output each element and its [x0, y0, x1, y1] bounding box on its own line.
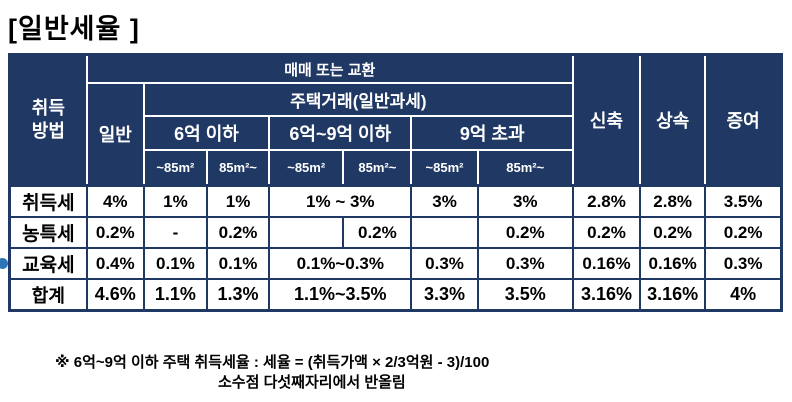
band-header-over-900m: 9억 초과: [410, 115, 574, 151]
rate-cell: 0.2%: [704, 216, 783, 249]
sale-or-exchange-header: 매매 또는 교환: [85, 53, 574, 84]
header-row-3: 6억 이하 6억~9억 이하 9억 초과: [10, 115, 782, 151]
rate-cell: 1.1%: [142, 278, 208, 312]
blue-dot-artifact: [0, 258, 8, 269]
rate-cell: 0.16%: [571, 247, 642, 280]
tax-rate-table: 취득 방법 매매 또는 교환 신축 상속 증여 일반 주택거래(일반과세) 6억…: [8, 53, 783, 312]
footnote-formula: ※ 6억~9억 이하 주택 취득세율 : 세율 = (취득가액 × 2/3억원 …: [55, 354, 490, 371]
rate-cell: 0.3%: [410, 247, 479, 280]
row-acquisition-tax: 취득세 4% 1% 1% 1% ~ 3% 3% 3% 2.8% 2.8% 3.5…: [8, 184, 783, 218]
size-header: ~85m²: [410, 149, 479, 187]
row-label: 농특세: [8, 216, 88, 249]
row-label: 취득세: [8, 184, 88, 218]
rate-cell: 0.1%: [205, 247, 271, 280]
gift-header: 증여: [704, 53, 783, 187]
row-total: 합계 4.6% 1.1% 1.3% 1.1%~3.5% 3.3% 3.5% 3.…: [8, 278, 783, 312]
rate-cell: 1%: [205, 184, 271, 218]
rate-cell: 0.3%: [476, 247, 574, 280]
row-education-tax: 교육세 0.4% 0.1% 0.1% 0.1%~0.3% 0.3% 0.3% 0…: [8, 247, 783, 280]
rate-cell: 0.4%: [85, 247, 145, 280]
row-label: 합계: [8, 278, 88, 312]
rate-cell: 0.2%: [639, 216, 707, 249]
band-header-600m-to-900m: 6억~9억 이하: [268, 115, 413, 151]
housing-transaction-header: 주택거래(일반과세): [142, 82, 574, 117]
rate-cell-empty: [410, 216, 479, 249]
rate-cell: 0.16%: [639, 247, 707, 280]
rate-cell: 4%: [704, 278, 783, 312]
rate-cell: 1.3%: [205, 278, 271, 312]
rate-cell: 3.5%: [704, 184, 783, 218]
size-header: ~85m²: [268, 149, 345, 187]
row-agriculture-special-tax: 농특세 0.2% - 0.2% 0.2% 0.2% 0.2% 0.2% 0.2%: [8, 216, 783, 249]
rate-cell: 1%: [142, 184, 208, 218]
rate-cell: 3.3%: [410, 278, 479, 312]
rate-cell-empty: [268, 216, 345, 249]
rate-cell: 0.2%: [476, 216, 574, 249]
row-label: 교육세: [8, 247, 88, 280]
rate-cell: 4%: [85, 184, 145, 218]
size-header: 85m²~: [205, 149, 271, 187]
rate-cell: 0.1%~0.3%: [268, 247, 413, 280]
rate-cell: 2.8%: [639, 184, 707, 218]
header-row-1: 취득 방법 매매 또는 교환 신축 상속 증여: [8, 53, 783, 187]
rate-cell: 2.8%: [571, 184, 642, 218]
footnote: ※ 6억~9억 이하 주택 취득세율 : 세율 = (취득가액 × 2/3억원 …: [0, 353, 792, 394]
rate-cell: 4.6%: [85, 278, 145, 312]
rate-cell: 0.2%: [571, 216, 642, 249]
new-construction-header: 신축: [571, 53, 642, 187]
rate-cell: 3%: [476, 184, 574, 218]
rate-cell: -: [142, 216, 208, 249]
rate-cell: 0.1%: [142, 247, 208, 280]
header-row-2: 일반 주택거래(일반과세): [10, 82, 782, 187]
rate-cell: 0.2%: [342, 216, 413, 249]
band-header-under-600m: 6억 이하: [142, 115, 271, 151]
rate-cell: 3.5%: [476, 278, 574, 312]
footnote-rounding: 소수점 다섯째자리에서 반올림: [218, 374, 406, 392]
size-header: ~85m²: [142, 149, 208, 187]
rate-cell: 0.2%: [205, 216, 271, 249]
rate-cell: 1% ~ 3%: [268, 184, 413, 218]
size-header: 85m²~: [476, 149, 574, 187]
general-column-header: 일반: [85, 82, 145, 187]
rate-cell: 0.2%: [85, 216, 145, 249]
rate-cell: 1.1%~3.5%: [268, 278, 413, 312]
rate-cell: 3.16%: [571, 278, 642, 312]
size-header: 85m²~: [342, 149, 413, 187]
rate-cell: 3.16%: [639, 278, 707, 312]
rate-cell: 0.3%: [704, 247, 783, 280]
header-row-4: ~85m² 85m²~ ~85m² 85m²~ ~85m² 85m²~: [10, 149, 782, 187]
rate-cell: 3%: [410, 184, 479, 218]
corner-header-acquisition-method: 취득 방법: [8, 53, 88, 187]
inheritance-header: 상속: [639, 53, 707, 187]
page-title: [일반세율 ]: [8, 14, 140, 44]
